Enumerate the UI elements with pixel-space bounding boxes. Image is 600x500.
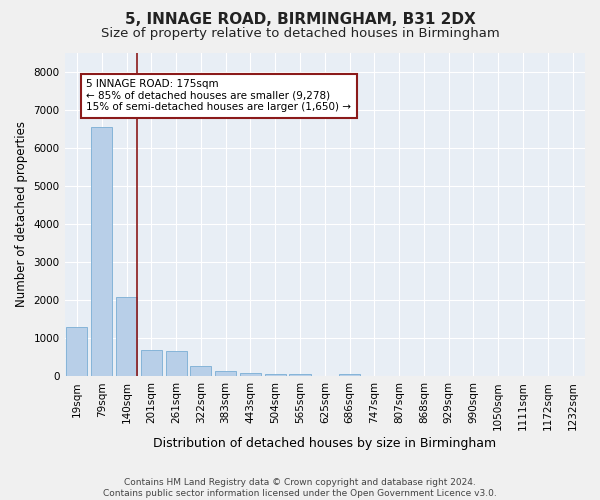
Bar	[67, 327, 88, 376]
Text: Size of property relative to detached houses in Birmingham: Size of property relative to detached ho…	[101, 28, 499, 40]
Bar	[240, 372, 261, 376]
Bar	[91, 127, 112, 376]
Y-axis label: Number of detached properties: Number of detached properties	[15, 122, 28, 308]
Bar	[166, 350, 187, 376]
Bar	[190, 366, 211, 376]
X-axis label: Distribution of detached houses by size in Birmingham: Distribution of detached houses by size …	[153, 437, 496, 450]
Text: 5 INNAGE ROAD: 175sqm
← 85% of detached houses are smaller (9,278)
15% of semi-d: 5 INNAGE ROAD: 175sqm ← 85% of detached …	[86, 79, 352, 112]
Text: Contains HM Land Registry data © Crown copyright and database right 2024.
Contai: Contains HM Land Registry data © Crown c…	[103, 478, 497, 498]
Bar	[116, 298, 137, 376]
Bar	[215, 371, 236, 376]
Text: 5, INNAGE ROAD, BIRMINGHAM, B31 2DX: 5, INNAGE ROAD, BIRMINGHAM, B31 2DX	[125, 12, 475, 28]
Bar	[141, 350, 162, 376]
Bar	[265, 374, 286, 376]
Bar	[289, 374, 311, 376]
Bar	[339, 374, 360, 376]
